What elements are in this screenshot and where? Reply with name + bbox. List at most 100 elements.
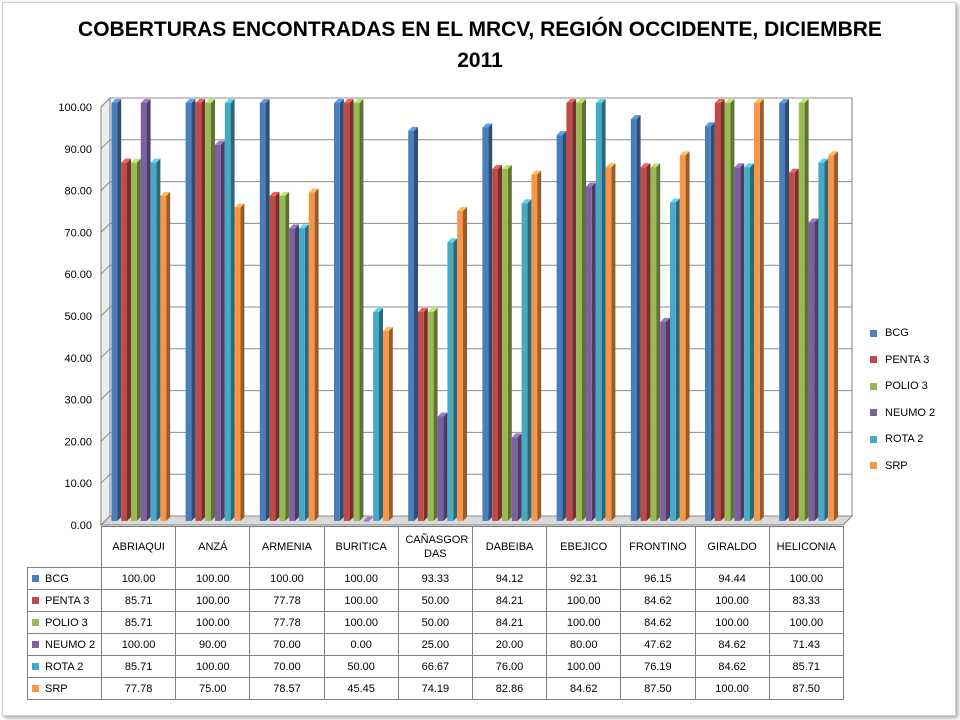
bar-srp-frontino-top xyxy=(679,151,690,156)
bar-penta-3-ebejico xyxy=(566,102,573,521)
bar-bcg-anz-top xyxy=(185,98,196,103)
bar-rota-2-ebejico-side xyxy=(601,98,606,521)
bar-neumo-2-frontino-side xyxy=(666,317,670,521)
bar-bcg-abriaqui xyxy=(111,102,118,521)
row-legend-key xyxy=(32,662,39,670)
legend-item-polio-3: POLIO 3 xyxy=(870,373,954,400)
bar-rota-2-frontino-side xyxy=(675,198,680,521)
bar-srp-ca-asgor-das-top xyxy=(457,206,467,211)
bar-srp-buritica-side xyxy=(388,326,393,521)
row-series-name: PENTA 3 xyxy=(45,594,90,607)
data-label-bcg-ca-asgor-das: 93.33 xyxy=(397,567,473,590)
bar-rota-2-heliconia-top xyxy=(818,158,829,163)
bar-bcg-heliconia xyxy=(779,102,785,521)
data-label-neumo-2-heliconia: 71.43 xyxy=(768,633,844,656)
row-series-name: ROTA 2 xyxy=(45,660,84,673)
bar-srp-anz-top xyxy=(234,203,245,208)
bar-bcg-abriaqui-top xyxy=(111,98,122,103)
data-label-polio-3-heliconia: 100.00 xyxy=(768,611,844,634)
data-label-srp-abriaqui: 77.78 xyxy=(100,677,177,700)
bar-neumo-2-buritica xyxy=(363,520,370,522)
gridline-diagonal xyxy=(100,223,111,233)
bar-polio-3-anz-side xyxy=(211,98,215,521)
bar-penta-3-heliconia xyxy=(789,172,795,521)
bar-penta-3-dabeiba-side xyxy=(498,164,502,521)
table-row-rota-2: ROTA 2 85.71 100.00 70.00 50.00 66.67 76.00 100… xyxy=(27,655,844,678)
row-series-name: SRP xyxy=(45,682,68,695)
data-label-penta-3-frontino: 84.62 xyxy=(620,589,696,612)
bar-neumo-2-armenia-top xyxy=(289,224,299,229)
bar-srp-heliconia xyxy=(828,155,834,521)
bar-srp-heliconia-top xyxy=(828,151,838,156)
legend-swatch xyxy=(870,435,877,443)
data-label-rota-2-armenia: 70.00 xyxy=(249,655,325,678)
legend-label: BCG xyxy=(885,327,909,340)
bar-rota-2-abriaqui-top xyxy=(150,158,161,163)
row-legend-key xyxy=(32,684,39,692)
bar-bcg-frontino-top xyxy=(630,115,641,120)
bar-bcg-giraldo-top xyxy=(705,122,715,127)
data-label-bcg-abriaqui: 100.00 xyxy=(100,567,177,590)
bar-rota-2-buritica-top xyxy=(373,307,383,312)
x-tick-label: BURITICA xyxy=(335,541,387,553)
category-label-anz: ANZÁ xyxy=(175,526,251,568)
data-label-srp-ebejico: 84.62 xyxy=(546,677,622,700)
bar-bcg-buritica-side xyxy=(339,98,344,521)
data-label-neumo-2-frontino: 47.62 xyxy=(620,633,696,656)
bar-bcg-frontino xyxy=(630,119,637,521)
category-label-abriaqui: ABRIAQUI xyxy=(100,526,177,568)
row-legend-key xyxy=(32,596,39,604)
bar-bcg-anz-side xyxy=(191,98,196,521)
bar-rota-2-ca-asgor-das xyxy=(447,242,454,521)
bar-polio-3-ebejico-top xyxy=(576,98,586,103)
table-corner xyxy=(27,526,102,568)
bar-neumo-2-giraldo xyxy=(734,167,741,521)
data-label-polio-3-anz: 100.00 xyxy=(175,611,251,634)
bar-rota-2-armenia xyxy=(299,228,305,521)
bar-penta-3-frontino-top xyxy=(640,163,651,168)
bar-rota-2-ca-asgor-das-side xyxy=(453,238,458,521)
bar-neumo-2-abriaqui-top xyxy=(140,98,151,103)
bar-neumo-2-ebejico xyxy=(586,186,592,521)
x-tick-label: ARMENIA xyxy=(261,541,313,553)
data-label-polio-3-buritica: 100.00 xyxy=(323,611,399,634)
bar-penta-3-buritica-side xyxy=(349,98,354,521)
bar-rota-2-giraldo-top xyxy=(744,163,754,168)
bar-rota-2-giraldo xyxy=(744,167,750,521)
gridline-diagonal xyxy=(100,97,111,108)
category-label-dabeiba: DABEIBA xyxy=(471,526,548,568)
bar-srp-dabeiba xyxy=(531,174,538,521)
bar-polio-3-ebejico-side xyxy=(582,98,586,521)
category-label-giraldo: GIRALDO xyxy=(694,526,770,568)
bar-penta-3-frontino-side xyxy=(646,163,651,521)
category-label-armenia: ARMENIA xyxy=(249,526,325,568)
bar-bcg-ebejico-side xyxy=(562,131,567,521)
bar-bcg-anz xyxy=(185,102,192,521)
bar-bcg-heliconia-top xyxy=(779,98,789,103)
bar-polio-3-dabeiba-top xyxy=(502,164,512,169)
bar-polio-3-abriaqui-side xyxy=(136,158,141,521)
row-series-name: NEUMO 2 xyxy=(45,638,96,651)
bar-srp-ca-asgor-das-side xyxy=(463,206,467,521)
gridline-diagonal xyxy=(100,139,111,150)
data-label-neumo-2-armenia: 70.00 xyxy=(249,633,325,656)
data-label-rota-2-dabeiba: 76.00 xyxy=(471,655,548,678)
bar-penta-3-armenia-side xyxy=(275,191,280,521)
data-label-neumo-2-ca-asgor-das: 25.00 xyxy=(397,633,473,656)
data-label-srp-heliconia: 87.50 xyxy=(768,677,844,700)
legend-swatch xyxy=(870,462,877,470)
bar-neumo-2-heliconia-top xyxy=(808,218,819,223)
bar-srp-ebejico-top xyxy=(605,163,616,168)
bar-rota-2-armenia-side xyxy=(304,224,309,521)
legend-item-neumo-2: NEUMO 2 xyxy=(870,400,954,427)
data-label-srp-frontino: 87.50 xyxy=(620,677,696,700)
data-label-rota-2-buritica: 50.00 xyxy=(323,655,399,678)
legend-item-penta-3: PENTA 3 xyxy=(870,347,954,374)
bar-penta-3-armenia-top xyxy=(269,191,280,196)
bar-polio-3-frontino-side xyxy=(656,163,661,521)
data-label-rota-2-abriaqui: 85.71 xyxy=(100,655,177,678)
category-label-heliconia: HELICONIA xyxy=(768,526,844,568)
bar-polio-3-abriaqui xyxy=(131,162,137,521)
x-tick-label: DABEIBA xyxy=(485,541,534,553)
data-label-polio-3-ca-asgor-das: 50.00 xyxy=(397,611,473,634)
